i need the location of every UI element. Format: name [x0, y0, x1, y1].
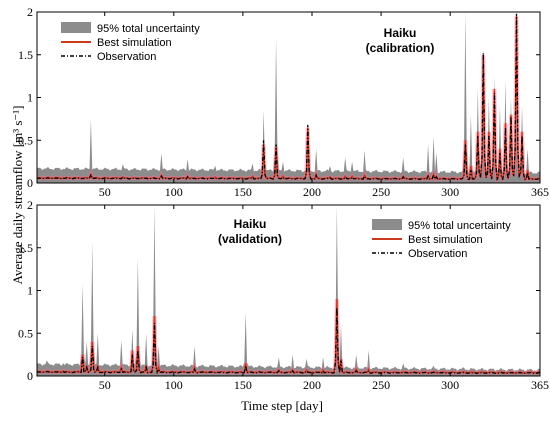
y-tick-label: 1.5: [18, 241, 33, 255]
plot-area: [37, 205, 540, 376]
y-axis-label: Average daily streamflow [m³ s⁻¹]: [10, 105, 25, 284]
x-tick-label: 100: [165, 185, 183, 199]
x-tick-label: 365: [531, 378, 549, 392]
x-tick-label: 50: [99, 378, 111, 392]
y-tick-label: 2: [27, 198, 33, 212]
y-tick-label: 1: [27, 91, 33, 105]
legend-swatch-uncertainty: [372, 219, 402, 230]
x-axis-label: Time step [day]: [241, 398, 323, 413]
x-tick-label: 250: [372, 185, 390, 199]
plot-area: [37, 12, 540, 183]
x-tick-label: 200: [303, 185, 321, 199]
best-simulation-glow: [37, 299, 540, 376]
x-tick-label: 100: [165, 378, 183, 392]
legend-label: Observation: [408, 248, 467, 260]
y-tick-label: 0.5: [18, 326, 33, 340]
panel-title-line: (validation): [218, 232, 282, 246]
x-tick-label: 150: [234, 185, 252, 199]
x-tick-label: 300: [441, 378, 459, 392]
x-tick-label: 150: [234, 378, 252, 392]
observation-line: [37, 13, 540, 182]
legend-label: Best simulation: [97, 37, 172, 49]
x-tick-label: 50: [99, 185, 111, 199]
legend-swatch-uncertainty: [61, 22, 91, 33]
panel-title-line: (calibration): [366, 41, 435, 55]
y-tick-label: 1.5: [18, 48, 33, 62]
x-tick-label: 365: [531, 185, 549, 199]
y-tick-label: 0.5: [18, 133, 33, 147]
x-tick-label: 300: [441, 185, 459, 199]
x-tick-label: 200: [303, 378, 321, 392]
x-tick-label: 250: [372, 378, 390, 392]
y-tick-label: 2: [27, 5, 33, 19]
legend-label: Best simulation: [408, 234, 483, 246]
legend-label: 95% total uncertainty: [408, 220, 511, 232]
y-tick-label: 0: [27, 369, 33, 383]
panel-title-line: Haiku: [234, 217, 267, 231]
best-simulation-line: [37, 299, 540, 374]
y-tick-label: 1: [27, 284, 33, 298]
legend-label: 95% total uncertainty: [97, 23, 200, 35]
uncertainty-band: [37, 205, 540, 376]
observation-line: [37, 307, 540, 375]
y-tick-label: 0: [27, 176, 33, 190]
panel-title-line: Haiku: [384, 26, 417, 40]
legend-label: Observation: [97, 51, 156, 63]
